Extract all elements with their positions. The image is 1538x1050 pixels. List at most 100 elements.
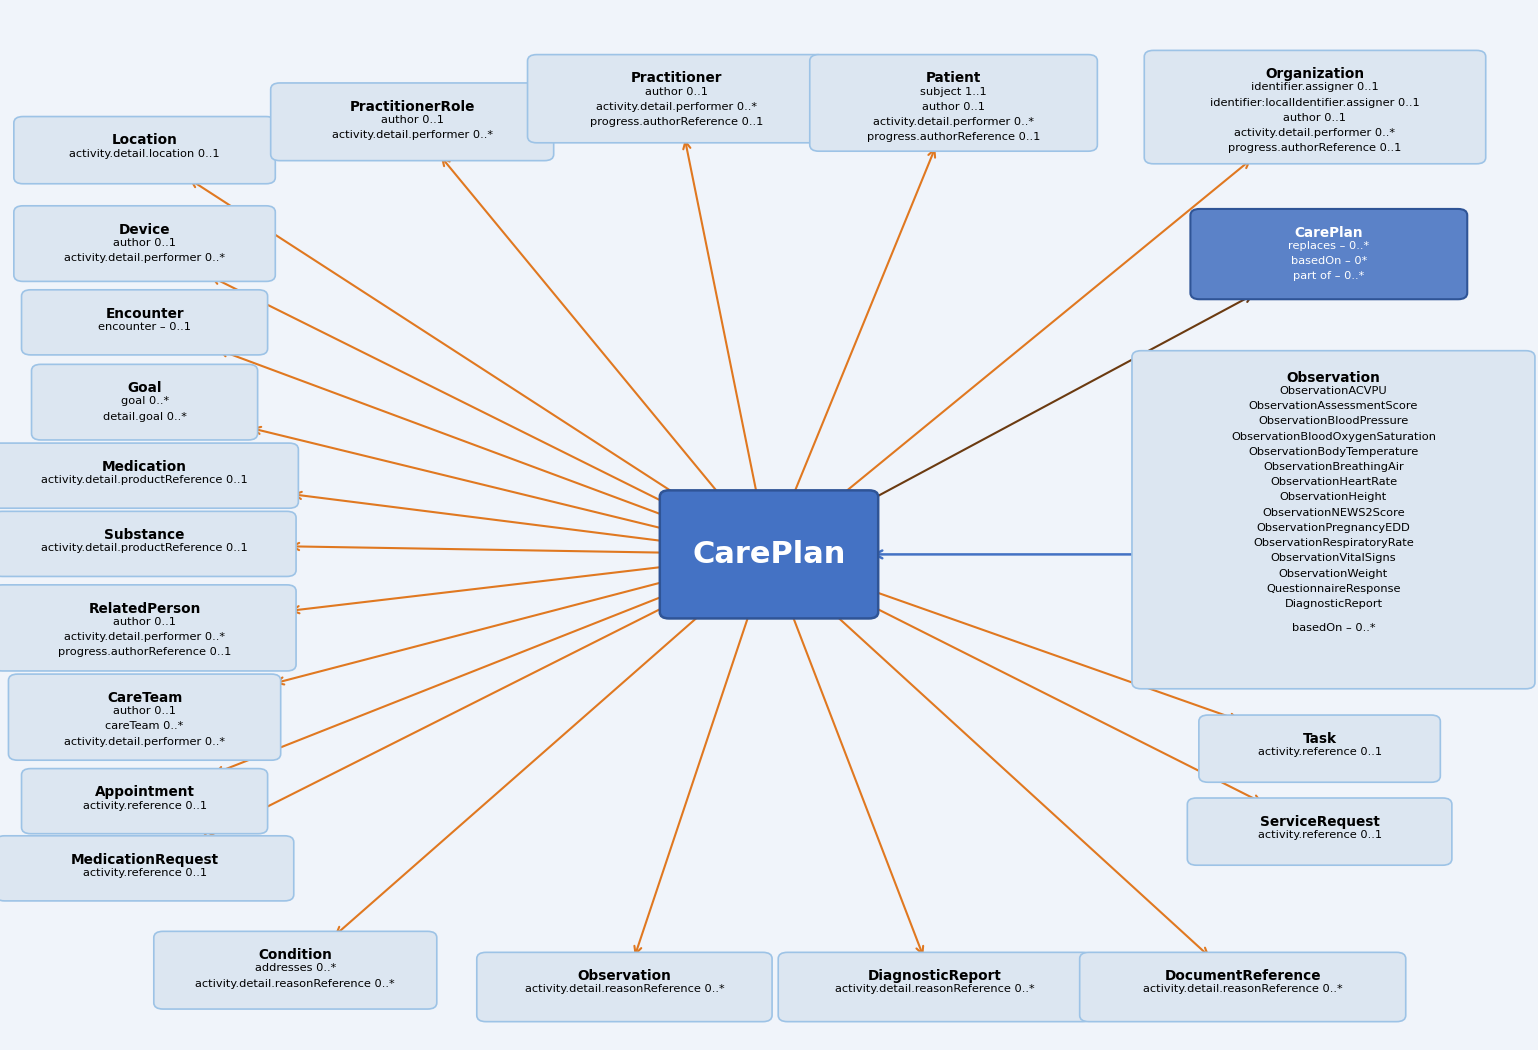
Text: Organization: Organization [1266, 67, 1364, 81]
FancyBboxPatch shape [1144, 50, 1486, 164]
Text: subject 1..1: subject 1..1 [920, 86, 987, 97]
FancyBboxPatch shape [1190, 209, 1467, 299]
Text: activity.reference 0..1: activity.reference 0..1 [1258, 830, 1381, 840]
FancyBboxPatch shape [1132, 351, 1535, 689]
Text: author 0..1: author 0..1 [381, 114, 443, 125]
Text: Observation: Observation [577, 969, 672, 983]
FancyBboxPatch shape [8, 674, 281, 760]
Text: activity.detail.reasonReference 0..*: activity.detail.reasonReference 0..* [1143, 985, 1343, 994]
Text: activity.detail.performer 0..*: activity.detail.performer 0..* [65, 632, 225, 643]
Text: activity.reference 0..1: activity.reference 0..1 [1258, 748, 1381, 757]
Text: ObservationHeight: ObservationHeight [1280, 492, 1387, 503]
Text: activity.detail.reasonReference 0..*: activity.detail.reasonReference 0..* [835, 985, 1035, 994]
Text: basedOn – 0..*: basedOn – 0..* [1292, 624, 1375, 633]
FancyBboxPatch shape [1200, 715, 1440, 782]
Text: author 0..1: author 0..1 [646, 86, 707, 97]
Text: activity.reference 0..1: activity.reference 0..1 [83, 800, 206, 811]
Text: MedicationRequest: MedicationRequest [71, 853, 218, 866]
Text: ObservationRespiratoryRate: ObservationRespiratoryRate [1253, 538, 1413, 548]
Text: DiagnosticReport: DiagnosticReport [867, 969, 1003, 983]
FancyBboxPatch shape [477, 952, 772, 1022]
FancyBboxPatch shape [809, 55, 1098, 151]
Text: author 0..1: author 0..1 [114, 237, 175, 248]
FancyBboxPatch shape [271, 83, 554, 161]
Text: QuestionnaireResponse: QuestionnaireResponse [1266, 584, 1401, 594]
Text: ObservationAssessmentScore: ObservationAssessmentScore [1249, 401, 1418, 412]
Text: ObservationHeartRate: ObservationHeartRate [1270, 477, 1397, 487]
Text: author 0..1: author 0..1 [114, 707, 175, 716]
FancyBboxPatch shape [14, 117, 275, 184]
FancyBboxPatch shape [778, 952, 1092, 1022]
Text: CareTeam: CareTeam [106, 691, 183, 705]
Text: activity.detail.productReference 0..1: activity.detail.productReference 0..1 [42, 544, 248, 553]
Text: activity.detail.performer 0..*: activity.detail.performer 0..* [874, 117, 1034, 127]
Text: ObservationBreathingAir: ObservationBreathingAir [1263, 462, 1404, 472]
Text: DocumentReference: DocumentReference [1164, 969, 1321, 983]
Text: ObservationBloodPressure: ObservationBloodPressure [1258, 416, 1409, 426]
Text: Encounter: Encounter [105, 307, 185, 320]
Text: ServiceRequest: ServiceRequest [1260, 815, 1380, 828]
Text: identifier.assigner 0..1: identifier.assigner 0..1 [1250, 82, 1380, 92]
Text: ObservationNEWS2Score: ObservationNEWS2Score [1263, 507, 1404, 518]
Text: progress.authorReference 0..1: progress.authorReference 0..1 [591, 117, 763, 127]
Text: CarePlan: CarePlan [692, 540, 846, 569]
Text: activity.detail.location 0..1: activity.detail.location 0..1 [69, 148, 220, 159]
Text: activity.detail.performer 0..*: activity.detail.performer 0..* [597, 102, 757, 112]
Text: Device: Device [118, 223, 171, 236]
Text: author 0..1: author 0..1 [1284, 112, 1346, 123]
Text: Medication: Medication [102, 460, 188, 474]
FancyBboxPatch shape [1080, 952, 1406, 1022]
Text: RelatedPerson: RelatedPerson [88, 602, 201, 615]
Text: activity.detail.performer 0..*: activity.detail.performer 0..* [65, 253, 225, 264]
Text: Appointment: Appointment [94, 785, 195, 799]
Text: author 0..1: author 0..1 [114, 616, 175, 627]
Text: activity.detail.productReference 0..1: activity.detail.productReference 0..1 [42, 475, 248, 485]
Text: ObservationBloodOxygenSaturation: ObservationBloodOxygenSaturation [1230, 432, 1436, 442]
Text: CarePlan: CarePlan [1295, 226, 1363, 239]
Text: progress.authorReference 0..1: progress.authorReference 0..1 [58, 647, 231, 657]
FancyBboxPatch shape [528, 55, 826, 143]
Text: activity.detail.performer 0..*: activity.detail.performer 0..* [332, 130, 492, 141]
Text: ObservationACVPU: ObservationACVPU [1280, 385, 1387, 396]
Text: encounter – 0..1: encounter – 0..1 [98, 321, 191, 332]
FancyBboxPatch shape [1187, 798, 1452, 865]
FancyBboxPatch shape [14, 206, 275, 281]
Text: detail.goal 0..*: detail.goal 0..* [103, 412, 186, 422]
FancyBboxPatch shape [0, 585, 295, 671]
Text: Patient: Patient [926, 71, 981, 85]
FancyBboxPatch shape [22, 290, 268, 355]
FancyBboxPatch shape [660, 490, 878, 618]
Text: addresses 0..*: addresses 0..* [255, 964, 335, 973]
Text: progress.authorReference 0..1: progress.authorReference 0..1 [1229, 143, 1401, 153]
Text: Goal: Goal [128, 381, 161, 395]
Text: author 0..1: author 0..1 [923, 102, 984, 112]
FancyBboxPatch shape [0, 443, 298, 508]
Text: activity.reference 0..1: activity.reference 0..1 [83, 867, 206, 878]
Text: Observation: Observation [1286, 371, 1381, 384]
Text: activity.detail.performer 0..*: activity.detail.performer 0..* [1235, 128, 1395, 139]
Text: Condition: Condition [258, 948, 332, 962]
Text: Task: Task [1303, 732, 1337, 745]
Text: Location: Location [112, 133, 177, 147]
Text: basedOn – 0*: basedOn – 0* [1290, 256, 1367, 267]
Text: part of – 0..*: part of – 0..* [1293, 271, 1364, 281]
FancyBboxPatch shape [154, 931, 437, 1009]
Text: activity.detail.reasonReference 0..*: activity.detail.reasonReference 0..* [524, 985, 724, 994]
Text: Practitioner: Practitioner [631, 71, 723, 85]
Text: ObservationWeight: ObservationWeight [1278, 568, 1389, 579]
Text: identifier:localIdentifier.assigner 0..1: identifier:localIdentifier.assigner 0..1 [1210, 98, 1420, 108]
Text: PractitionerRole: PractitionerRole [349, 100, 475, 113]
Text: goal 0..*: goal 0..* [120, 396, 169, 406]
Text: Substance: Substance [105, 528, 185, 542]
Text: DiagnosticReport: DiagnosticReport [1284, 598, 1383, 609]
Text: activity.detail.performer 0..*: activity.detail.performer 0..* [65, 737, 225, 747]
FancyBboxPatch shape [0, 511, 295, 576]
Text: careTeam 0..*: careTeam 0..* [106, 721, 183, 732]
Text: ObservationVitalSigns: ObservationVitalSigns [1270, 553, 1397, 564]
Text: replaces – 0..*: replaces – 0..* [1289, 240, 1369, 251]
Text: progress.authorReference 0..1: progress.authorReference 0..1 [867, 132, 1040, 143]
Text: activity.detail.reasonReference 0..*: activity.detail.reasonReference 0..* [195, 979, 395, 989]
Text: ObservationBodyTemperature: ObservationBodyTemperature [1249, 446, 1418, 457]
FancyBboxPatch shape [0, 836, 294, 901]
FancyBboxPatch shape [22, 769, 268, 834]
